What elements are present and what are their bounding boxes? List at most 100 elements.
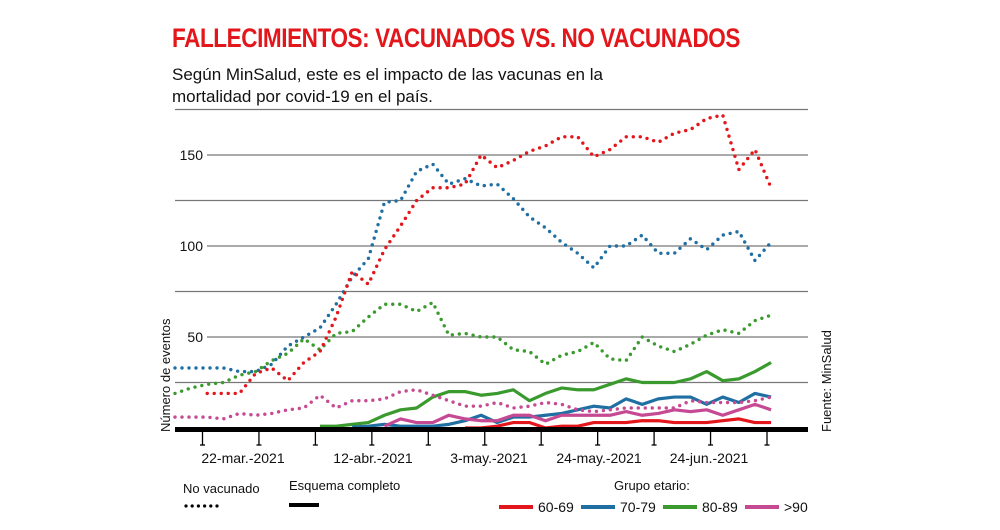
- data-point-dot: [659, 251, 663, 255]
- series-line: [464, 417, 772, 430]
- data-point-dot: [762, 248, 766, 252]
- data-point-dot: [345, 284, 349, 288]
- data-point-dot: [558, 354, 562, 358]
- data-point-dot: [330, 323, 334, 328]
- data-point-dot: [340, 297, 345, 302]
- data-point-dot: [629, 406, 633, 410]
- data-point-dot: [384, 396, 389, 400]
- data-point-dot: [271, 358, 275, 362]
- data-point-dot: [256, 413, 260, 417]
- data-point-dot: [290, 407, 295, 411]
- chart-subtitle-line1: Según MinSalud, este es el impacto de la…: [172, 65, 603, 84]
- data-point-dot: [404, 305, 408, 309]
- data-point-dot: [688, 237, 693, 241]
- data-point-dot: [697, 400, 702, 404]
- data-point-dot: [728, 231, 732, 236]
- x-axis-baseline: [175, 427, 808, 432]
- data-point-dot: [186, 387, 190, 391]
- source-label: Fuente: MinSalud: [819, 330, 834, 432]
- data-point-dot: [587, 409, 592, 413]
- series-esquema-completo-over-90: [383, 402, 772, 428]
- data-point-dot: [240, 372, 244, 377]
- data-point-dot: [567, 405, 571, 409]
- data-point-dot: [540, 359, 544, 364]
- data-point-dot: [603, 250, 608, 254]
- data-point-dot: [505, 404, 510, 408]
- data-point-dot: [499, 402, 503, 406]
- data-point-dot: [180, 366, 184, 370]
- data-point-dot: [464, 180, 469, 184]
- data-point-dot: [739, 234, 744, 238]
- data-point-dot: [516, 202, 520, 206]
- data-point-dot: [741, 162, 746, 166]
- data-point-dot: [485, 335, 489, 339]
- data-point-dot: [716, 329, 721, 333]
- data-point-dot: [201, 366, 205, 370]
- data-point-dot: [485, 403, 489, 407]
- data-point-dot: [711, 242, 715, 246]
- data-point-dot: [362, 319, 366, 323]
- data-point-dot: [366, 256, 371, 261]
- data-point-dot: [194, 415, 198, 419]
- data-point-dot: [423, 305, 427, 309]
- legend-label-over-90: >90: [784, 499, 808, 515]
- data-point-dot: [410, 178, 414, 182]
- data-point-dot: [371, 398, 375, 402]
- legend-group-title: Grupo etario:: [614, 478, 690, 493]
- data-point-dot: [512, 406, 516, 410]
- data-point-dot: [683, 241, 687, 246]
- data-point-dot: [542, 225, 546, 229]
- data-point-dot: [274, 357, 278, 362]
- data-point-dot: [624, 135, 628, 139]
- legend-dot: [209, 504, 213, 508]
- data-point-dot: [550, 140, 554, 144]
- data-point-dot: [697, 337, 701, 342]
- data-point-dot: [467, 173, 472, 178]
- data-point-dot: [511, 197, 516, 201]
- data-point-dot: [227, 378, 231, 382]
- data-point-dot: [482, 156, 487, 160]
- data-point-dot: [711, 400, 716, 405]
- data-point-dot: [536, 221, 541, 225]
- data-point-dot: [315, 396, 319, 400]
- data-point-dot: [696, 122, 700, 127]
- data-point-dot: [605, 354, 609, 358]
- series-no-vacunado-over-90: [173, 388, 771, 421]
- data-point-dot: [372, 270, 376, 275]
- data-point-dot: [200, 383, 204, 388]
- data-point-dot: [418, 389, 422, 393]
- data-point-dot: [374, 264, 379, 268]
- data-point-dot: [750, 151, 754, 155]
- data-point-dot: [762, 169, 766, 173]
- data-point-dot: [608, 408, 613, 412]
- data-point-dot: [365, 281, 370, 286]
- data-point-dot: [307, 332, 311, 336]
- data-point-dot: [435, 168, 440, 172]
- data-point-dot: [684, 400, 688, 405]
- data-point-dot: [372, 310, 377, 314]
- series-no-vacunado-60-69: [205, 114, 772, 396]
- data-point-dot: [226, 391, 230, 396]
- data-point-dot: [372, 236, 376, 240]
- data-point-dot: [471, 167, 475, 172]
- data-point-dot: [746, 156, 750, 161]
- data-point-dot: [311, 343, 315, 347]
- data-point-dot: [258, 370, 263, 374]
- data-point-dot: [411, 388, 415, 392]
- data-point-dot: [320, 395, 324, 399]
- data-point-dot: [222, 417, 226, 421]
- data-point-dot: [522, 349, 527, 353]
- data-point-dot: [564, 352, 569, 356]
- data-point-dot: [354, 273, 359, 277]
- data-point-dot: [747, 323, 752, 327]
- data-point-dot: [442, 324, 446, 328]
- data-point-dot: [534, 355, 539, 359]
- data-point-dot: [678, 246, 682, 250]
- data-point-dot: [551, 357, 556, 362]
- data-point-dot: [278, 352, 283, 356]
- data-point-dot: [252, 373, 257, 377]
- data-point-dot: [531, 148, 535, 152]
- data-point-dot: [725, 400, 730, 405]
- x-axis-ticks: [200, 432, 770, 446]
